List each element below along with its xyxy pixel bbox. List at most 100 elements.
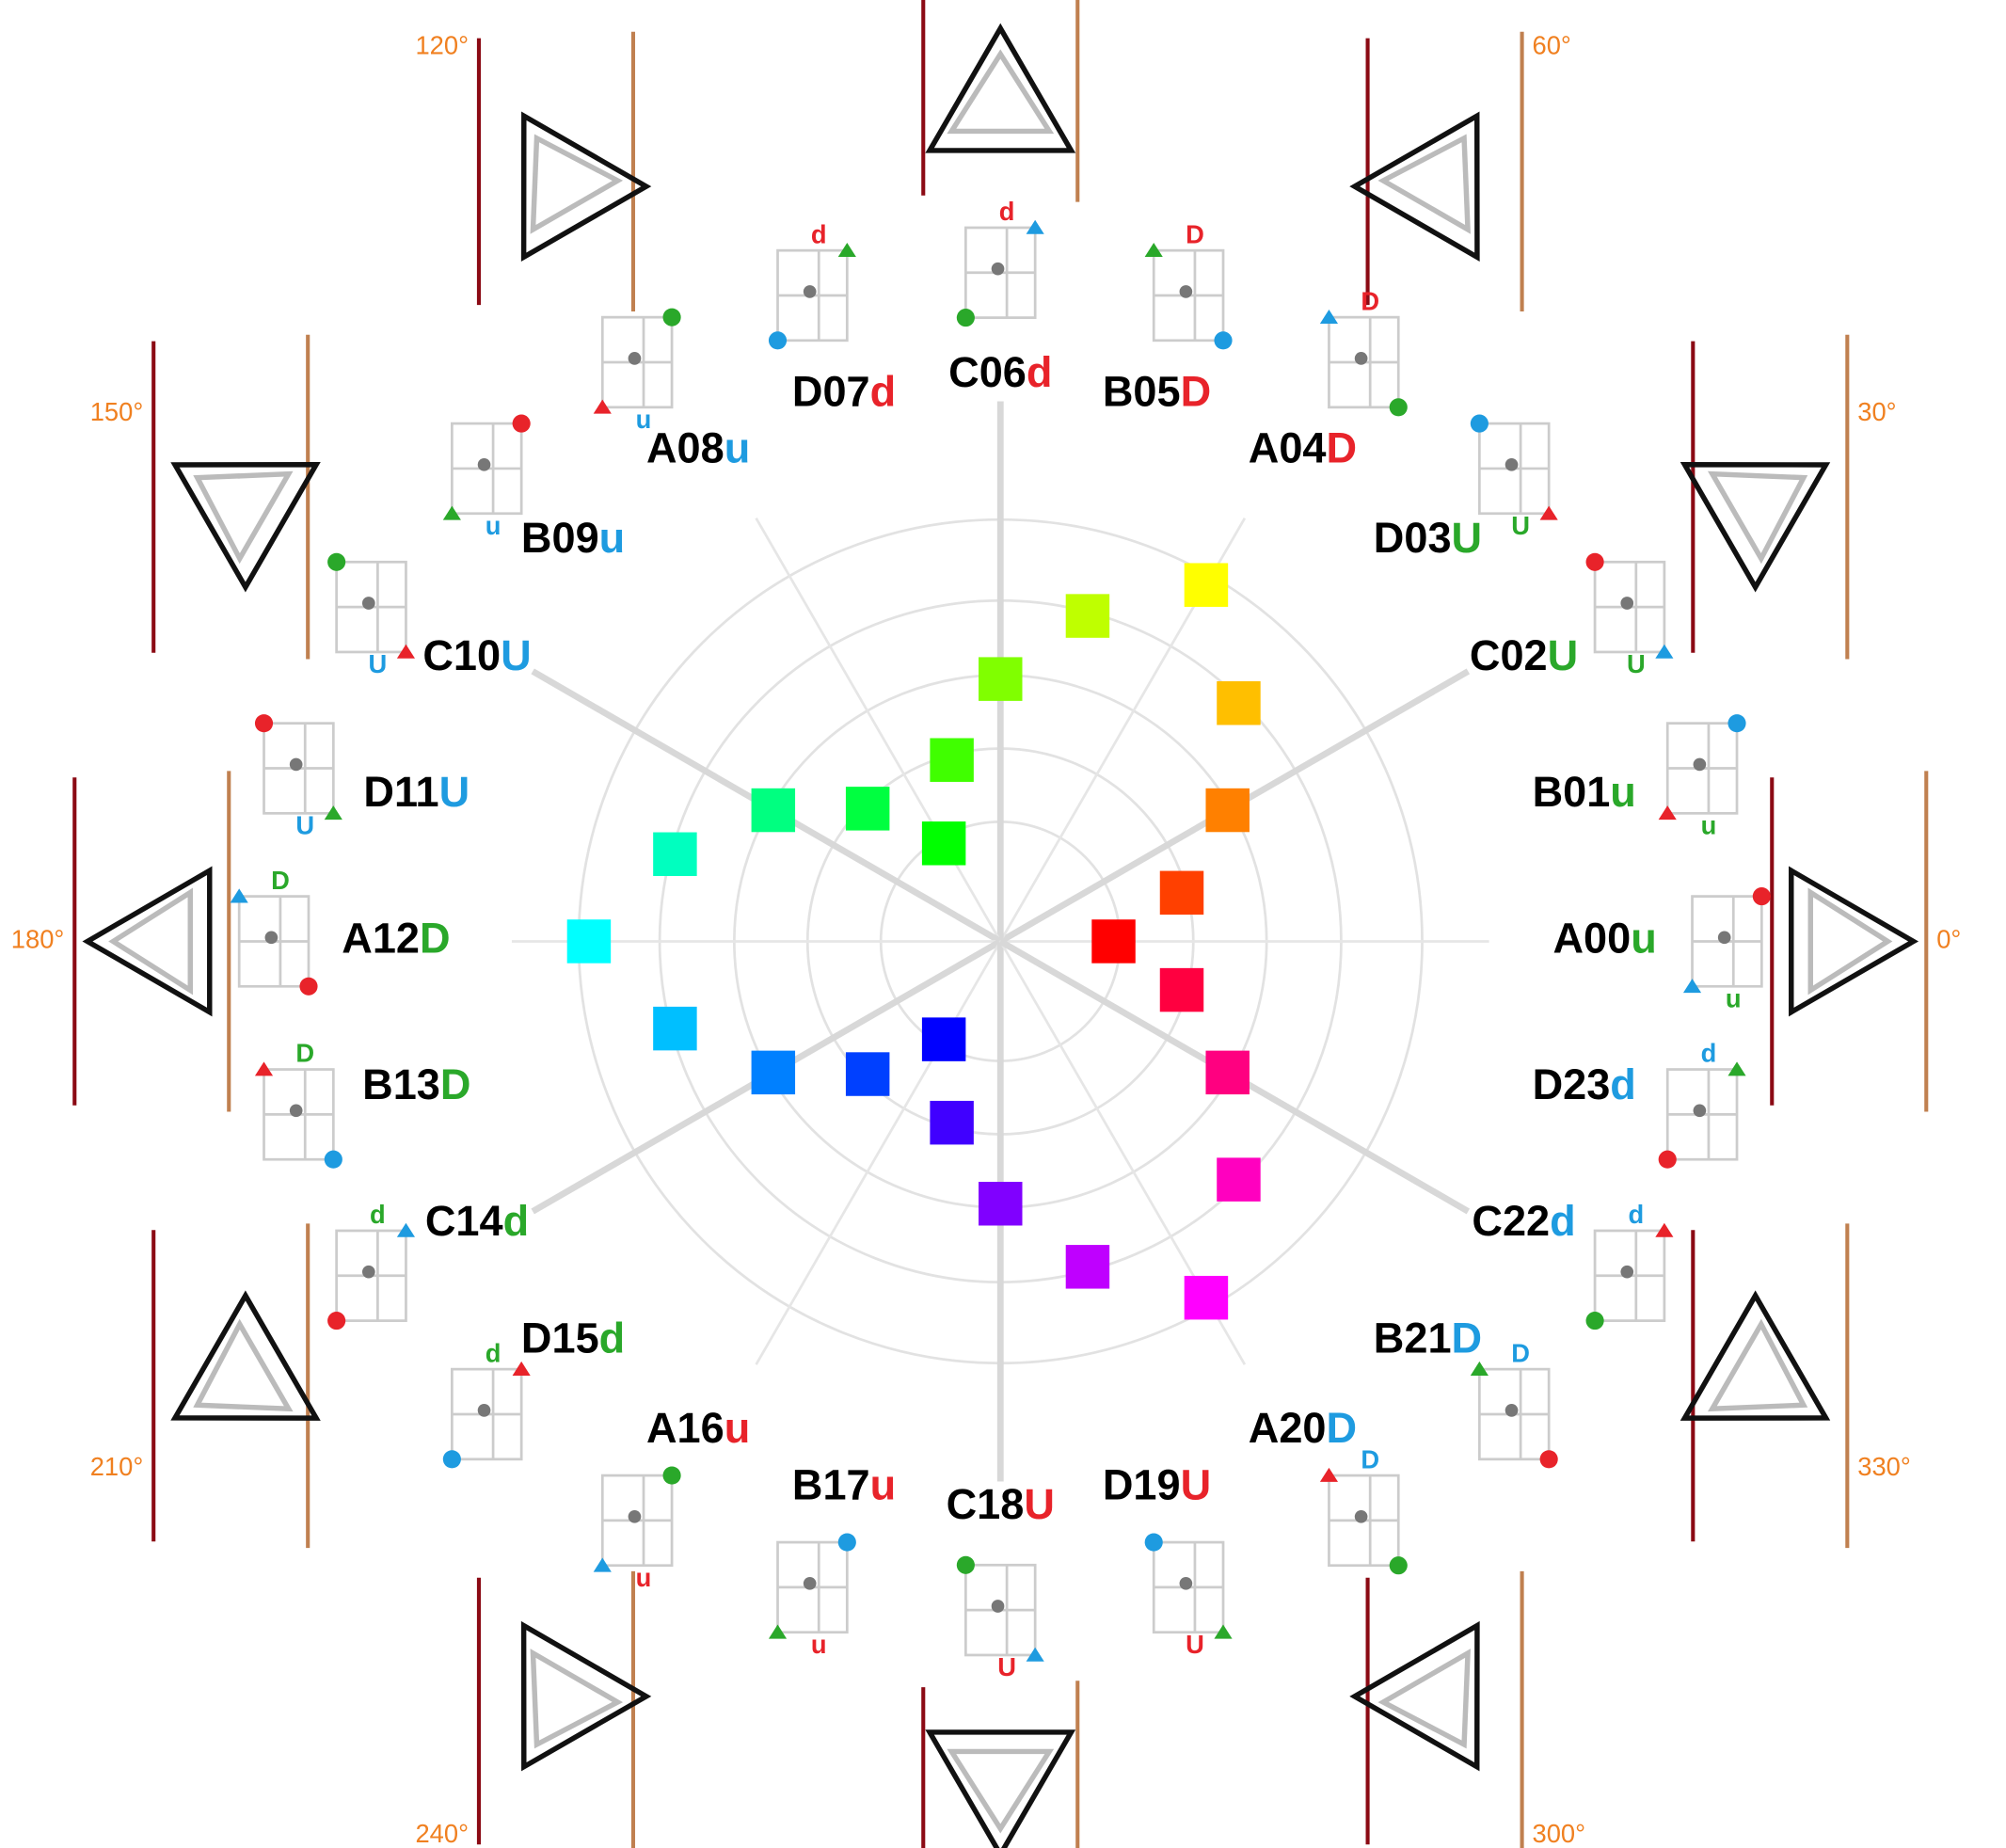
glyph-dot — [361, 1265, 375, 1279]
triangle-outer — [1349, 1620, 1480, 1772]
triangle-outer — [170, 1290, 321, 1421]
glyph: d — [768, 219, 856, 350]
glyph-dot — [1693, 1104, 1707, 1118]
triangle-inner — [193, 470, 294, 565]
glyph-letter: d — [1701, 1039, 1717, 1068]
angle-panel — [151, 1223, 321, 1549]
glyph-circle — [1585, 1312, 1604, 1330]
item-mark: u — [724, 1404, 751, 1452]
item-label: C18U — [947, 1480, 1055, 1528]
glyph-dot — [628, 1509, 642, 1523]
item-code: B01 — [1533, 768, 1611, 816]
glyph-dot — [477, 457, 491, 471]
triangle-outer — [1349, 111, 1480, 262]
glyph-dot — [1354, 1509, 1368, 1523]
triangle-inner — [530, 134, 624, 234]
item-code: C02 — [1470, 631, 1548, 679]
glyph-triangle — [1655, 1222, 1674, 1237]
angle-label: 210° — [90, 1452, 144, 1481]
color-square — [930, 738, 974, 782]
glyph-circle — [1389, 398, 1408, 417]
glyph-letter: d — [486, 1338, 502, 1367]
glyph-circle — [1539, 1450, 1558, 1469]
glyph-dot — [1620, 1265, 1634, 1279]
glyph-triangle — [768, 1624, 788, 1639]
glyph-circle — [768, 331, 788, 350]
glyph-dot — [803, 1576, 817, 1590]
glyph: D — [1319, 286, 1408, 417]
item-mark: U — [1548, 631, 1579, 679]
item-label: B09u — [521, 514, 625, 562]
item-mark: d — [1550, 1197, 1576, 1245]
item-code: D03 — [1374, 514, 1452, 562]
color-square — [930, 1100, 974, 1145]
glyph-circle — [1470, 414, 1489, 433]
glyph-dot — [991, 262, 1005, 276]
glyph-triangle — [1144, 242, 1163, 257]
glyph-letter: D — [1361, 286, 1379, 315]
glyph-dot — [1717, 931, 1731, 945]
angle-panel — [1349, 1570, 1524, 1848]
glyph-dot — [628, 352, 642, 365]
item-mark: d — [870, 368, 897, 416]
glyph-letter: u — [1701, 811, 1717, 840]
glyph-triangle — [1727, 1061, 1746, 1076]
item-mark: D — [1327, 424, 1358, 472]
glyph-dot — [361, 597, 375, 610]
glyph-dot — [289, 1104, 303, 1118]
item-code: A00 — [1552, 914, 1631, 962]
panel-triangle — [170, 1290, 321, 1421]
item-label: B21D — [1374, 1314, 1482, 1362]
item-mark: u — [870, 1460, 897, 1508]
glyph-triangle — [593, 399, 612, 414]
glyph-triangle — [1655, 644, 1674, 659]
color-square — [566, 919, 612, 964]
glyph-letter: d — [811, 219, 827, 248]
angle-panel — [1680, 334, 1850, 660]
item-mark: U — [501, 631, 532, 679]
glyph-letter: D — [1511, 1338, 1530, 1367]
item-code: A08 — [646, 424, 724, 472]
item-label: B01u — [1533, 768, 1636, 816]
angle-label: 330° — [1857, 1452, 1911, 1481]
glyph-dot — [477, 1404, 491, 1417]
glyph: U — [1470, 414, 1558, 540]
color-square — [1205, 1050, 1250, 1095]
glyph-dot — [264, 931, 279, 945]
glyph-triangle — [1682, 979, 1702, 994]
glyph-triangle — [1026, 1647, 1044, 1662]
glyph-circle — [327, 1312, 346, 1330]
item-label: A12D — [342, 914, 450, 962]
angle-label: 60° — [1533, 30, 1571, 59]
triangle-inner — [1707, 1318, 1808, 1412]
glyph-circle — [1727, 714, 1746, 733]
item-label: C22d — [1472, 1197, 1575, 1245]
angle-label: 240° — [415, 1819, 469, 1848]
panel-triangle — [520, 111, 652, 262]
triangle-inner — [530, 1649, 624, 1749]
glyph-letter: D — [271, 866, 290, 895]
panel-triangle — [170, 462, 321, 593]
angle-label: 150° — [90, 397, 144, 426]
triangle-inner — [947, 49, 1055, 135]
glyph-circle — [254, 714, 274, 733]
glyph: d — [1658, 1039, 1746, 1169]
color-square — [751, 788, 796, 833]
angle-panel — [1680, 1223, 1850, 1549]
color-square — [1159, 870, 1204, 916]
item-code: C22 — [1472, 1197, 1550, 1245]
color-square — [653, 832, 697, 877]
item-code: D11 — [363, 768, 438, 816]
glyph-dot — [1504, 1404, 1519, 1417]
item-label: C06d — [948, 348, 1052, 396]
item-code: C18 — [947, 1480, 1025, 1528]
triangle-outer — [1680, 462, 1831, 593]
glyph-box — [263, 1068, 335, 1161]
item-label: A08u — [646, 424, 750, 472]
glyph-triangle — [1539, 505, 1558, 520]
glyph-letter: U — [369, 649, 388, 678]
triangle-outer — [520, 111, 652, 262]
color-square — [921, 1017, 966, 1061]
item-label: D23d — [1533, 1060, 1636, 1108]
